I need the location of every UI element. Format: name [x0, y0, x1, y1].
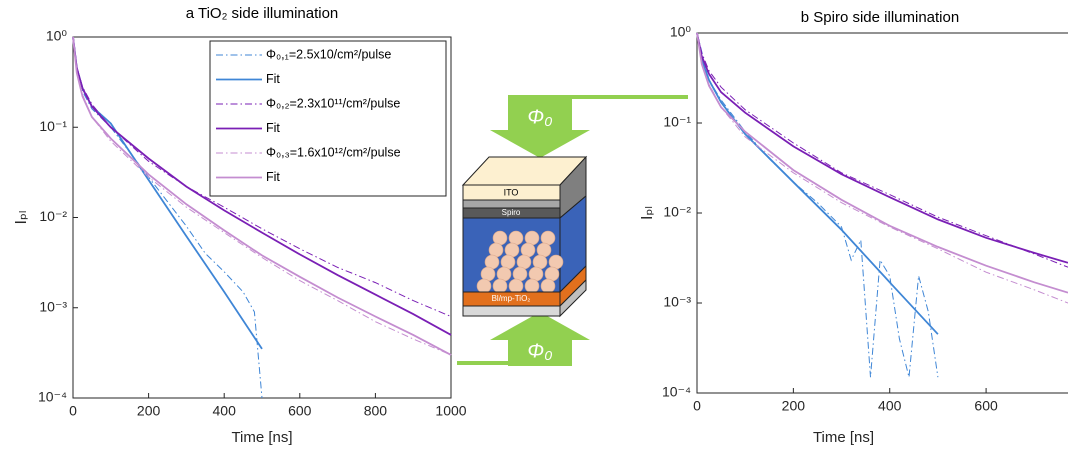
arrow-label: Φ₀ — [527, 106, 552, 128]
series-line — [72, 36, 263, 399]
layer-label: Spiro — [502, 208, 521, 217]
legend-label: Φ₀,₃=1.6x10¹²/cm²/pulse — [266, 145, 401, 159]
legend-label: Fit — [266, 72, 280, 86]
legend-label: Fit — [266, 170, 280, 184]
sphere — [492, 278, 508, 294]
legend-label: Φ₀,₁=2.5x10/cm²/pulse — [266, 47, 391, 61]
diagram: Φ₀ Φ₀ ITO Spiro Bl/mp-TiO₂ — [457, 95, 688, 366]
arrow-up — [490, 312, 590, 366]
legend-box — [209, 40, 447, 197]
series-line — [696, 32, 1068, 304]
y-tick-label: 10⁻⁴ — [662, 384, 691, 400]
y-tick-label: 10⁰ — [46, 28, 68, 44]
series-line — [72, 36, 452, 356]
x-axis-label: Time [ns] — [813, 429, 874, 446]
arrow-down — [490, 95, 590, 158]
spheres — [476, 230, 564, 294]
x-tick-label: 400 — [878, 398, 902, 414]
x-tick-label: 0 — [69, 403, 77, 419]
layer — [462, 199, 561, 209]
sphere — [524, 278, 540, 294]
series-line — [72, 36, 452, 336]
x-tick-label: 600 — [974, 398, 998, 414]
layer-label: Bl/mp-TiO₂ — [492, 294, 531, 303]
layer-label: ITO — [504, 187, 519, 197]
series-line — [696, 32, 1068, 264]
chart-title: a TiO₂ side illumination — [186, 5, 339, 22]
x-tick-label: 200 — [782, 398, 806, 414]
x-tick-label: 0 — [693, 398, 701, 414]
y-tick-label: 10⁻³ — [663, 294, 691, 310]
chart-title: b Spiro side illumination — [801, 9, 959, 26]
x-tick-label: 200 — [137, 403, 161, 419]
series-line — [696, 32, 939, 335]
y-tick-label: 10⁻³ — [39, 298, 67, 314]
axes — [72, 36, 452, 399]
y-tick-label: 10⁻¹ — [39, 118, 67, 134]
sphere — [508, 278, 524, 294]
arrow-label: Φ₀ — [527, 340, 552, 362]
legend-label: Fit — [266, 121, 280, 135]
y-tick-label: 10⁰ — [670, 24, 692, 40]
x-axis-label: Time [ns] — [231, 429, 292, 446]
x-tick-label: 600 — [288, 403, 312, 419]
y-axis-label: Iₚₗ — [13, 211, 30, 225]
y-tick-label: 10⁻² — [663, 204, 691, 220]
y-tick-label: 10⁻² — [39, 208, 67, 224]
y-axis-label: Iₚₗ — [639, 206, 656, 220]
x-tick-label: 800 — [364, 403, 388, 419]
legend-label: Φ₀,₂=2.3x10¹¹/cm²/pulse — [266, 96, 400, 110]
layer-fto — [462, 305, 561, 317]
axes — [696, 32, 1068, 394]
y-tick-label: 10⁻⁴ — [38, 389, 67, 405]
sphere — [476, 278, 492, 294]
y-tick-label: 10⁻¹ — [663, 114, 691, 130]
sphere — [540, 278, 556, 294]
series-line — [696, 32, 1068, 294]
x-tick-label: 400 — [213, 403, 237, 419]
series-line — [696, 32, 1068, 268]
x-tick-label: 1000 — [435, 403, 466, 419]
